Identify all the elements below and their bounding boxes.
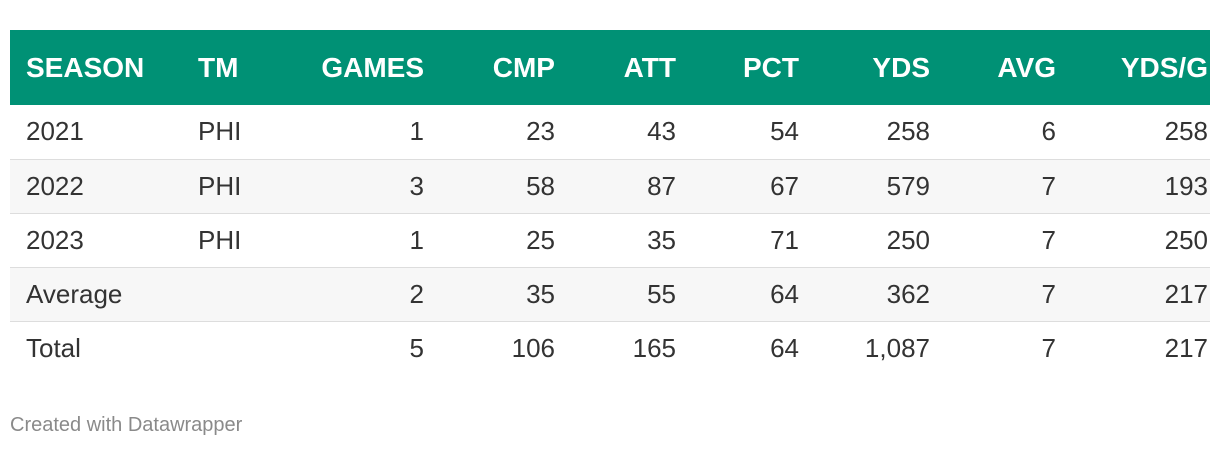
column-header: CMP	[492, 51, 555, 83]
table-row: 2022 PHI 3 58 87 67 579 7 193	[10, 158, 1210, 213]
table-cell: 25	[426, 212, 557, 267]
table-cell: 64	[678, 266, 801, 321]
table-cell: 1,087	[801, 320, 932, 375]
column-header: GAMES	[321, 51, 424, 83]
column-header: YDS/G	[1120, 51, 1208, 83]
table-cell: 7	[932, 212, 1058, 267]
table-cell: 54	[770, 116, 799, 147]
table-cell: 250	[1058, 212, 1210, 267]
table-cell: 250	[801, 212, 932, 267]
table-cell: 165	[557, 320, 678, 375]
table-cell: Total	[10, 320, 182, 375]
table-cell: 7	[932, 158, 1058, 213]
table-cell: 7	[932, 320, 1058, 375]
table-row: Total 5 106 165 64 1,087 7 217	[10, 320, 1210, 375]
table-cell: 2023	[10, 212, 182, 267]
header-row: SEASON TM GAMES CMP ATT PCT YDS AVG YDS/G	[10, 30, 1210, 105]
column-header: YDS	[872, 51, 930, 83]
datawrapper-credit: Created with Datawrapper	[10, 414, 243, 436]
table-cell: 23	[526, 116, 555, 147]
table-cell	[182, 266, 262, 321]
table-cell: Average	[10, 266, 182, 321]
table-cell: 258	[1164, 116, 1208, 147]
passing-stats-table: SEASON TM GAMES CMP ATT PCT YDS AVG YDS/G 2021 PH…	[10, 30, 1210, 375]
column-header: SEASON	[26, 51, 145, 83]
table-cell: 35	[557, 212, 678, 267]
table-cell: 55	[557, 266, 678, 321]
column-header: PCT	[743, 51, 799, 83]
table-cell: 71	[678, 212, 801, 267]
table-cell: PHI	[182, 212, 262, 267]
table-cell: 7	[932, 266, 1058, 321]
table-cell: 106	[426, 320, 557, 375]
table-row: Average 2 35 55 64 362 7 217	[10, 266, 1210, 321]
table-cell: PHI	[182, 158, 262, 213]
table-cell: 258	[886, 116, 930, 147]
table-row: 2021 PHI 1 23 43 54 258 6 258	[10, 105, 1210, 159]
table-cell: 2	[262, 266, 426, 321]
table-cell	[182, 320, 262, 375]
table-cell: 1	[409, 116, 424, 147]
table-cell: 2022	[10, 158, 182, 213]
table-cell: 6	[1041, 116, 1056, 147]
table-cell: 87	[557, 158, 678, 213]
table-cell: 35	[426, 266, 557, 321]
table-cell: PHI	[198, 116, 242, 147]
table-cell: 579	[801, 158, 932, 213]
table-cell: 1	[262, 212, 426, 267]
table-cell: 217	[1058, 266, 1210, 321]
table-cell: 67	[678, 158, 801, 213]
column-header: ATT	[623, 51, 676, 83]
table-cell: 362	[801, 266, 932, 321]
table-cell: 64	[678, 320, 801, 375]
stats-table-container: SEASON TM GAMES CMP ATT PCT YDS AVG YDS/G 2021 PH…	[10, 30, 1210, 375]
table-cell: 43	[647, 116, 676, 147]
column-header: TM	[198, 51, 239, 83]
table-row: 2023 PHI 1 25 35 71 250 7 250	[10, 212, 1210, 267]
table-cell: 193	[1058, 158, 1210, 213]
table-cell: 3	[262, 158, 426, 213]
column-header: AVG	[997, 51, 1056, 83]
table-body: 2021 PHI 1 23 43 54 258 6 258 2022 PHI 3 58 87 67 579 7 1…	[10, 105, 1210, 375]
table-cell: 217	[1058, 320, 1210, 375]
table-cell: 58	[426, 158, 557, 213]
table-cell: 5	[262, 320, 426, 375]
table-cell: 2021	[26, 116, 84, 147]
